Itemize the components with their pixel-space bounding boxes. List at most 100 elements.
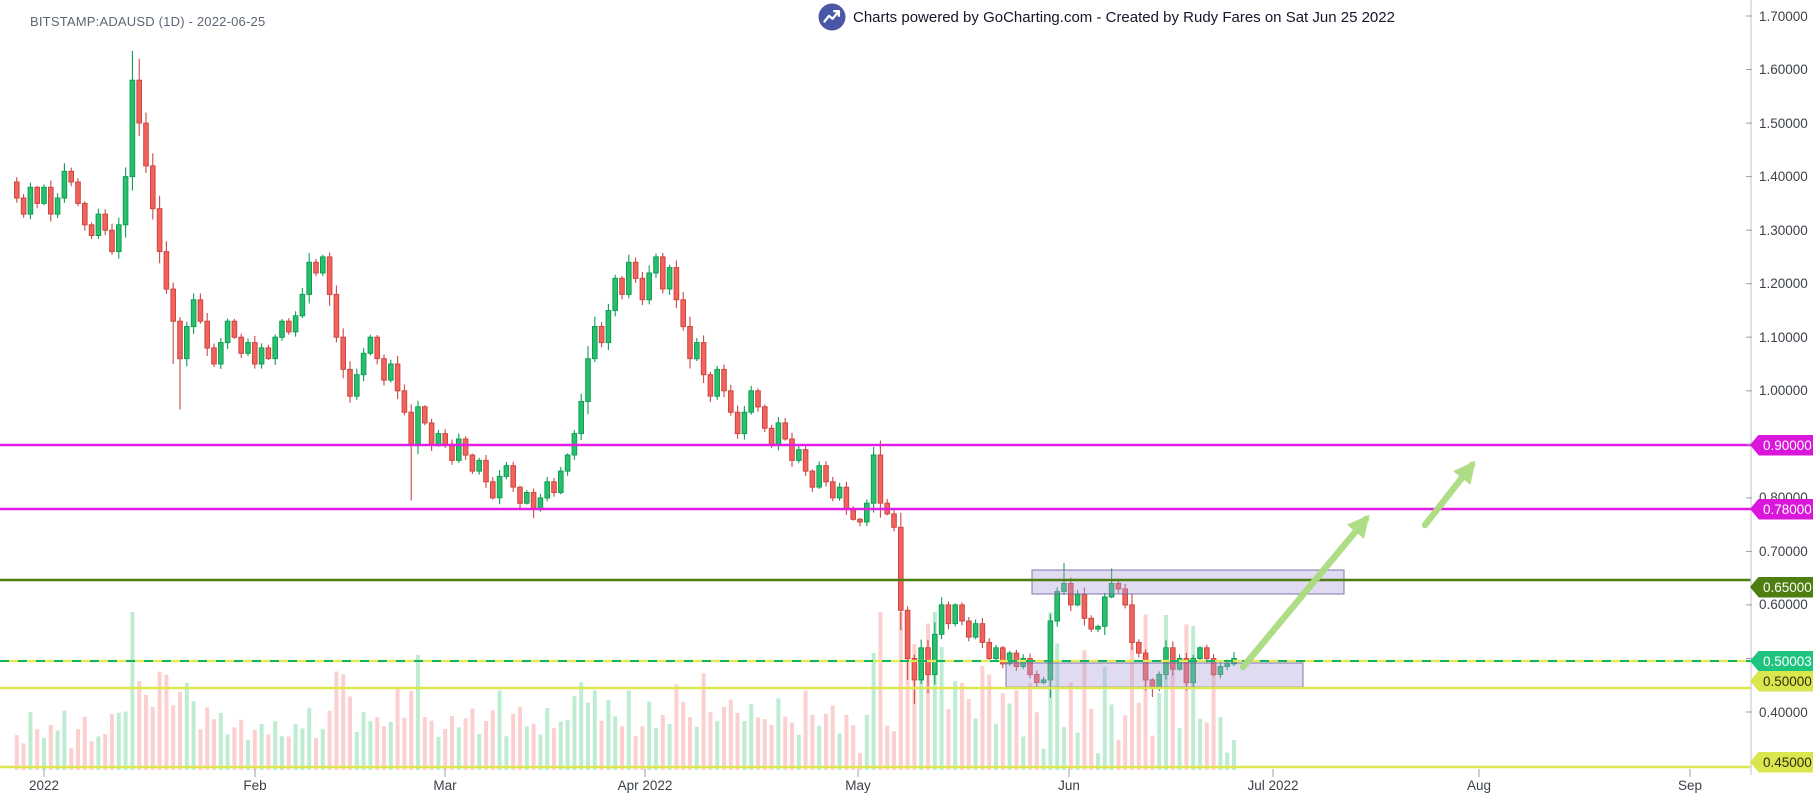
candle-body xyxy=(680,299,687,328)
candle-body xyxy=(483,459,489,483)
volume-bar xyxy=(1225,752,1230,770)
volume-bar xyxy=(76,729,80,770)
candle-body xyxy=(496,475,503,499)
candle-body xyxy=(54,197,61,215)
volume-bar xyxy=(334,671,339,770)
volume-bar xyxy=(837,733,842,770)
horizontal-lines-layer[interactable] xyxy=(0,443,1751,769)
candle-body xyxy=(592,326,598,360)
volume-bar xyxy=(42,738,46,770)
volume-bar xyxy=(810,714,815,770)
candle-body xyxy=(1040,679,1047,684)
candle-body xyxy=(564,454,571,472)
volume-bar xyxy=(524,726,529,770)
candle-body xyxy=(952,604,959,625)
volume-bar xyxy=(178,691,182,770)
candle-body xyxy=(537,497,544,510)
volume-bar xyxy=(110,714,114,770)
volume-bar xyxy=(579,682,584,770)
volume-bar xyxy=(191,701,196,770)
volume-bar xyxy=(885,725,890,770)
candle-body xyxy=(320,256,326,274)
volume-bar xyxy=(708,711,713,770)
price-tag: 0.90000 xyxy=(1750,434,1813,456)
candle-body xyxy=(1054,591,1061,622)
candle-body xyxy=(558,470,564,494)
candle-body xyxy=(1013,652,1020,667)
candle-body xyxy=(156,208,163,252)
volume-bar xyxy=(1116,740,1121,770)
candle-body xyxy=(741,411,748,435)
volume-bar xyxy=(844,714,849,770)
candle-body xyxy=(442,433,448,445)
candle-body xyxy=(190,299,197,328)
candle-body xyxy=(1190,658,1197,684)
volume-bar xyxy=(456,727,461,770)
candle-body xyxy=(20,197,27,215)
candle-body xyxy=(836,486,843,499)
price-axis-label: 1.50000 xyxy=(1759,115,1808,131)
volume-bar xyxy=(1130,612,1134,770)
candle-body xyxy=(34,186,41,204)
volume-bar xyxy=(1062,727,1066,770)
volume-bar xyxy=(599,720,604,770)
price-tag: 0.50000 xyxy=(1750,670,1813,692)
trend-arrows[interactable] xyxy=(1239,460,1476,671)
volume-bar xyxy=(416,654,420,770)
volume-bar xyxy=(681,702,686,770)
volume-bar xyxy=(184,682,189,770)
supply-demand-zones[interactable] xyxy=(1005,569,1345,688)
price-axis-label: 0.40000 xyxy=(1759,704,1808,720)
volume-bar xyxy=(130,612,135,770)
candle-body xyxy=(88,224,95,237)
volume-bar xyxy=(1191,626,1196,770)
volume-bar xyxy=(443,729,448,770)
volume-bar xyxy=(137,681,142,770)
candle-body xyxy=(422,406,428,424)
candle-body xyxy=(734,411,741,435)
volume-bar xyxy=(538,734,543,770)
volume-bar xyxy=(48,725,53,770)
volume-bar xyxy=(783,716,788,770)
candle-body xyxy=(1183,658,1190,684)
volume-bar xyxy=(572,696,577,770)
volume-bar xyxy=(864,714,869,770)
volume-bar xyxy=(341,674,346,770)
volume-bar xyxy=(395,687,400,770)
time-axis-label: Apr 2022 xyxy=(617,778,673,793)
candle-body xyxy=(184,326,190,360)
volume-bar xyxy=(633,736,638,770)
time-axis-label: Mar xyxy=(433,778,457,793)
volume-bar xyxy=(926,623,930,770)
volume-bar xyxy=(1218,717,1223,770)
volume-bar xyxy=(980,665,985,770)
candle-body xyxy=(503,465,510,477)
volume-bar xyxy=(742,721,747,770)
gocharting-logo-icon xyxy=(818,3,846,31)
volume-bar xyxy=(477,733,482,770)
volume-bar xyxy=(660,715,665,770)
candle-body xyxy=(626,261,632,295)
candle-body xyxy=(694,342,700,360)
candle-body xyxy=(292,315,299,333)
time-axis-label: Sep xyxy=(1677,778,1703,793)
volume-bar xyxy=(640,726,645,770)
volume-bar xyxy=(769,725,774,770)
supply-zone[interactable] xyxy=(1031,569,1345,595)
candle-body xyxy=(911,658,918,681)
volume-bar xyxy=(953,681,958,770)
volume-bar xyxy=(626,690,631,770)
up-trend-arrow[interactable] xyxy=(1239,514,1370,671)
price-tag: 0.50003 xyxy=(1750,650,1813,672)
demand-zone[interactable] xyxy=(1005,662,1304,688)
volume-bar xyxy=(1170,657,1175,770)
volume-bar xyxy=(164,674,169,770)
volume-bar xyxy=(368,721,373,770)
candle-body xyxy=(1088,617,1095,630)
volume-bar xyxy=(55,730,60,770)
volume-bar xyxy=(116,712,121,770)
volume-bar xyxy=(701,673,706,770)
up-trend-arrow[interactable] xyxy=(1421,460,1476,529)
volume-bar xyxy=(1021,736,1026,770)
